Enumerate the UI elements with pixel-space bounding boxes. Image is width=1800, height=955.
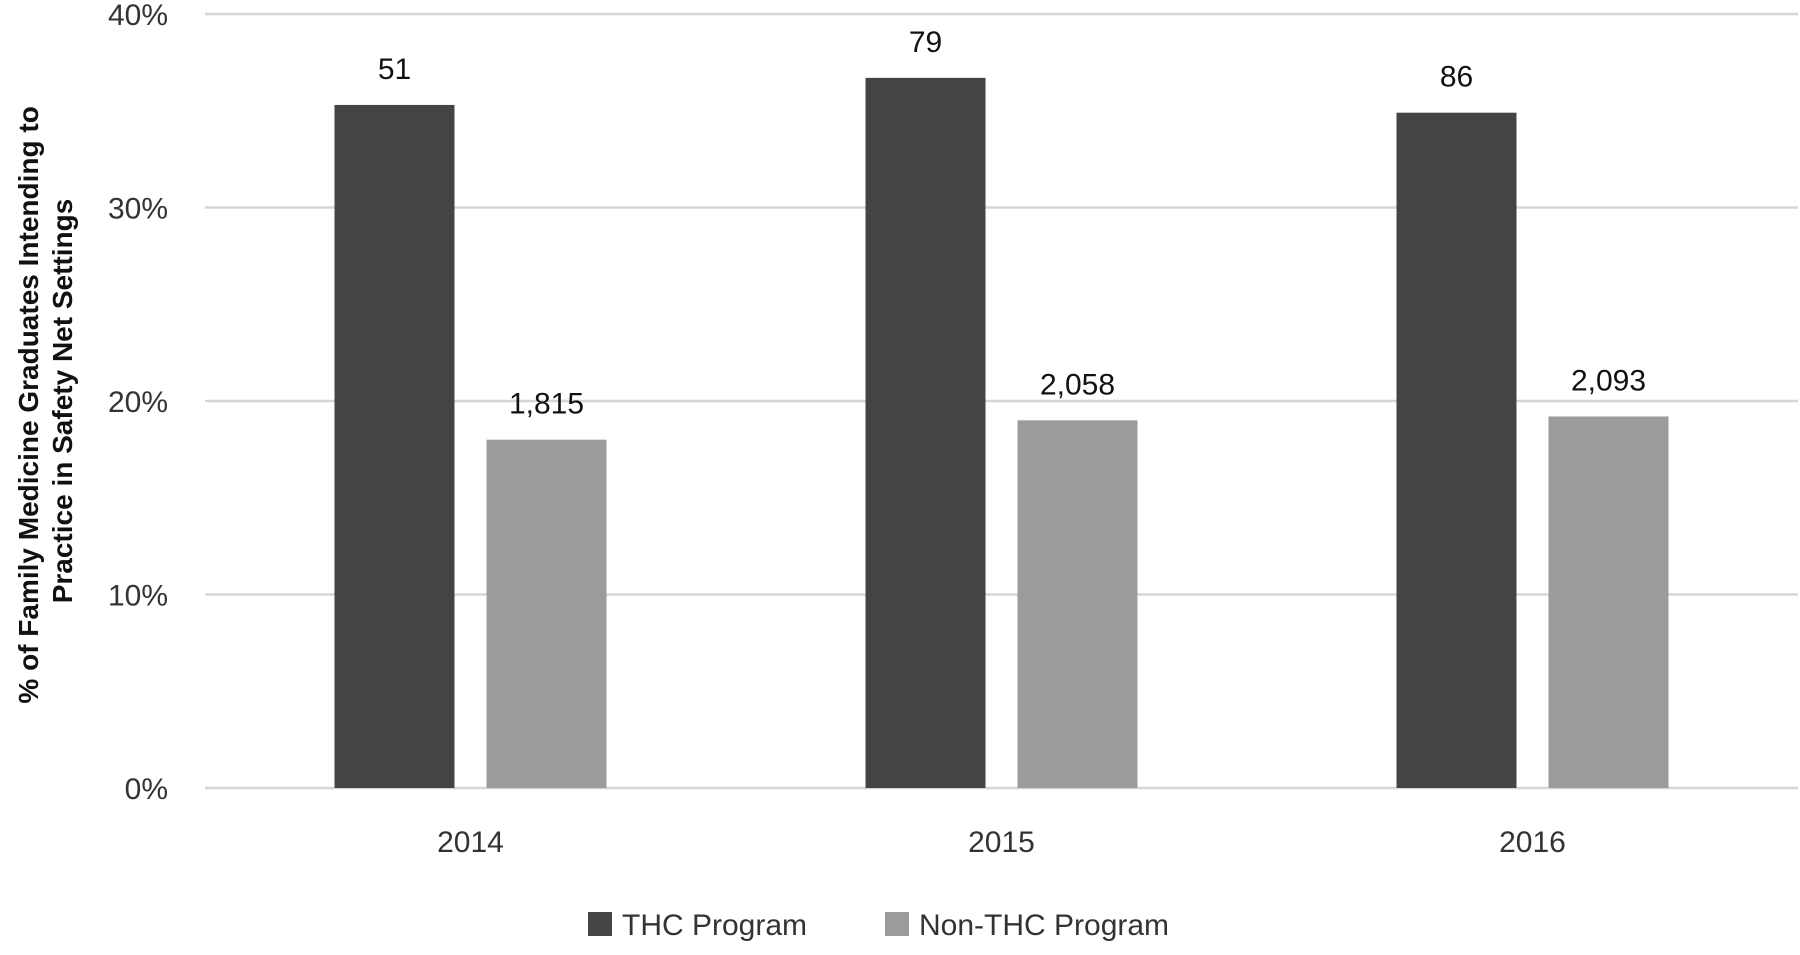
x-tick-label: 2015 bbox=[968, 826, 1035, 859]
y-tick-label: 0% bbox=[125, 773, 168, 806]
legend-swatch-thc-program bbox=[588, 912, 612, 936]
legend-label-thc-program: THC Program bbox=[622, 909, 807, 942]
data-label: 1,815 bbox=[509, 388, 584, 421]
bar-thc-program-2014 bbox=[334, 104, 455, 788]
y-tick-label: 30% bbox=[108, 193, 168, 226]
data-label: 2,093 bbox=[1571, 364, 1646, 397]
bars bbox=[334, 77, 1669, 789]
y-axis-label-line-2: Practice in Safety Net Settings bbox=[47, 199, 78, 604]
bar-thc-program-2015 bbox=[865, 77, 986, 789]
y-tick-label: 10% bbox=[108, 580, 168, 613]
x-tick-label: 2014 bbox=[437, 826, 504, 859]
data-label: 86 bbox=[1440, 61, 1473, 94]
legend-swatch-non-thc-program bbox=[885, 912, 909, 936]
bar-non-thc-program-2016 bbox=[1548, 416, 1669, 788]
y-tick-label: 20% bbox=[108, 386, 168, 419]
y-axis-ticks: 0% 10% 20% 30% 40% bbox=[108, 0, 168, 806]
y-axis-label: % of Family Medicine Graduates Intending… bbox=[13, 98, 78, 703]
bar-thc-program-2016 bbox=[1396, 112, 1517, 788]
legend: THC Program Non-THC Program bbox=[588, 909, 1169, 942]
x-axis-ticks: 2014 2015 2016 bbox=[437, 826, 1566, 859]
bar-non-thc-program-2015 bbox=[1017, 420, 1138, 788]
legend-label-non-thc-program: Non-THC Program bbox=[919, 909, 1169, 942]
data-label: 79 bbox=[909, 26, 942, 59]
data-labels: 51 1,815 79 2,058 86 2,093 bbox=[378, 26, 1646, 421]
x-tick-label: 2016 bbox=[1499, 826, 1566, 859]
y-axis-label-line-1: % of Family Medicine Graduates Intending… bbox=[13, 106, 44, 703]
data-label: 2,058 bbox=[1040, 368, 1115, 401]
data-label: 51 bbox=[378, 53, 411, 86]
bar-non-thc-program-2014 bbox=[486, 439, 607, 788]
y-tick-label: 40% bbox=[108, 0, 168, 32]
gridlines bbox=[205, 12, 1798, 790]
